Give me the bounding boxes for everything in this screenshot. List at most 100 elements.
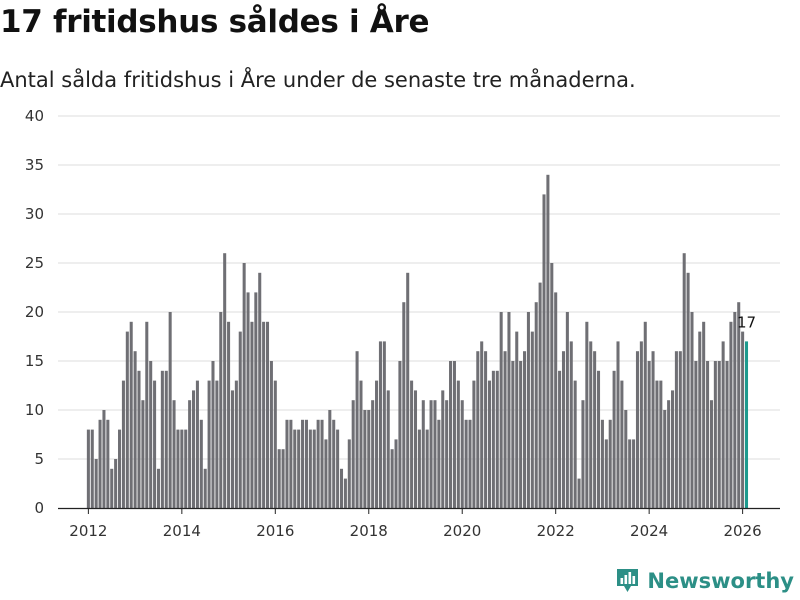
bar — [125, 331, 129, 508]
bar — [682, 253, 686, 508]
bar — [464, 419, 468, 508]
bar — [663, 410, 667, 508]
bar — [480, 341, 484, 508]
bar — [238, 331, 242, 508]
y-tick-label: 25 — [25, 254, 44, 272]
bar — [632, 439, 636, 508]
bar — [523, 351, 527, 508]
bar — [659, 380, 663, 508]
bar — [273, 380, 277, 508]
bar — [433, 400, 437, 508]
bar — [359, 380, 363, 508]
bar — [339, 468, 344, 508]
page-subtitle: Antal sålda fritidshus i Åre under de se… — [0, 68, 636, 92]
bar — [312, 429, 316, 508]
y-tick-label: 30 — [25, 205, 44, 223]
y-tick-label: 10 — [25, 401, 44, 419]
bar — [511, 361, 515, 508]
bar — [297, 429, 301, 508]
bar — [503, 351, 507, 508]
bar — [616, 341, 620, 508]
bar-highlighted — [744, 341, 749, 508]
bar — [456, 380, 460, 508]
bar — [289, 419, 293, 508]
bar — [351, 400, 355, 508]
bar — [554, 292, 558, 508]
bar — [441, 390, 445, 508]
page-title: 17 fritidshus såldes i Åre — [0, 4, 430, 40]
bar — [674, 351, 678, 508]
brand-logo[interactable]: Newsworthy — [615, 567, 794, 594]
x-tick-label: 2016 — [256, 522, 294, 540]
bar — [304, 419, 308, 508]
bar — [180, 429, 184, 508]
bar — [406, 272, 410, 508]
bar — [378, 341, 382, 508]
bar — [184, 429, 188, 508]
bar — [382, 341, 386, 508]
bar — [577, 478, 581, 508]
bar — [561, 351, 565, 508]
bar — [246, 292, 250, 508]
bar — [600, 419, 604, 508]
bar — [686, 272, 690, 508]
bar — [639, 341, 643, 508]
bar — [301, 419, 305, 508]
bar — [690, 312, 694, 508]
bar — [651, 351, 655, 508]
bar — [417, 429, 421, 508]
bar — [160, 370, 164, 508]
latest-value-label: 17 — [737, 313, 756, 331]
bar — [589, 341, 593, 508]
bar — [293, 429, 297, 508]
bar — [593, 351, 597, 508]
bar — [347, 439, 351, 508]
bar — [176, 429, 180, 508]
bar — [717, 361, 721, 508]
bar — [137, 370, 141, 508]
bar — [90, 429, 94, 508]
bar — [410, 380, 414, 508]
x-tick-label: 2022 — [537, 522, 575, 540]
bar — [363, 410, 367, 508]
bar — [597, 370, 601, 508]
bar — [375, 380, 379, 508]
bar — [534, 302, 538, 508]
bar — [635, 351, 639, 508]
bar — [188, 400, 192, 508]
bar — [316, 419, 320, 508]
bar — [402, 302, 406, 508]
bar — [118, 429, 122, 508]
bar — [242, 263, 246, 508]
bar — [733, 312, 737, 508]
bar — [149, 361, 153, 508]
bar — [507, 312, 511, 508]
bar — [706, 361, 710, 508]
bar — [153, 380, 157, 508]
bar — [491, 370, 495, 508]
bar — [141, 400, 145, 508]
bar — [285, 419, 289, 508]
bar — [667, 400, 671, 508]
bar — [102, 410, 106, 508]
bar — [106, 419, 110, 508]
bar — [168, 312, 172, 508]
bar — [678, 351, 682, 508]
bar — [110, 468, 114, 508]
bar — [172, 400, 176, 508]
bar — [129, 321, 133, 508]
y-tick-label: 15 — [25, 352, 44, 370]
bar — [604, 439, 608, 508]
bar — [628, 439, 632, 508]
bar — [741, 331, 745, 508]
bar — [487, 380, 492, 508]
x-tick-label: 2020 — [443, 522, 481, 540]
bar — [277, 449, 281, 508]
bar — [254, 292, 258, 508]
bar — [133, 351, 137, 508]
bar — [702, 321, 706, 508]
bar — [737, 302, 741, 508]
bar — [725, 361, 729, 508]
bar — [495, 370, 499, 508]
bar — [612, 370, 616, 508]
